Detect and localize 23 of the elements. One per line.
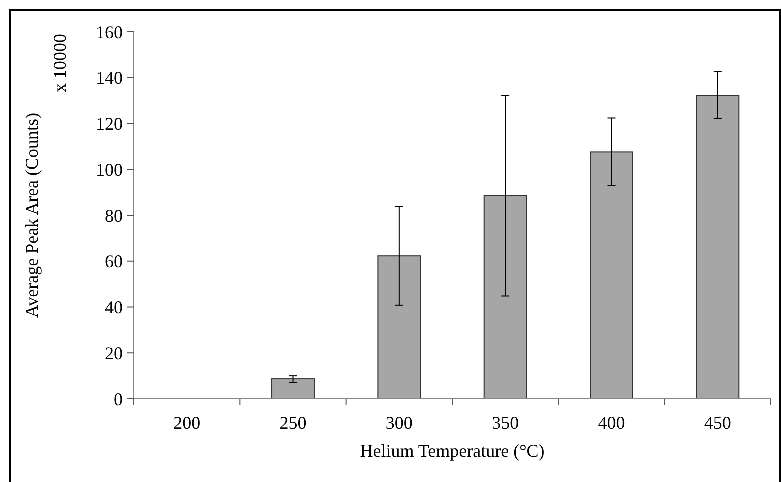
y-tick-label: 60: [105, 252, 123, 272]
y-tick-label: 100: [96, 160, 123, 180]
x-tick-label: 200: [174, 413, 201, 433]
x-tick-label: 400: [598, 413, 626, 433]
x-tick-label: 450: [704, 413, 732, 433]
y-tick-label: 80: [105, 206, 123, 226]
x-tick-label: 250: [280, 413, 307, 433]
y-tick-label: 20: [105, 343, 123, 364]
bar: [272, 378, 315, 400]
x-tick-label: 300: [386, 413, 413, 433]
bar: [484, 196, 528, 400]
bar: [590, 152, 634, 400]
x-tick-label: 350: [492, 413, 520, 433]
text: x 10000: [50, 34, 70, 92]
bar: [696, 95, 740, 400]
bar: [378, 256, 422, 400]
x-axis-title: Helium Temperature (°C): [360, 441, 545, 461]
y-tick-label: 40: [105, 298, 123, 318]
y-axis-title: Average Peak Area (Counts): [22, 112, 42, 318]
y-tick-label: 120: [96, 114, 123, 134]
y-tick-label: 160: [96, 22, 123, 42]
y-tick-label: 140: [96, 68, 123, 88]
y-tick-label: 0: [114, 389, 123, 410]
